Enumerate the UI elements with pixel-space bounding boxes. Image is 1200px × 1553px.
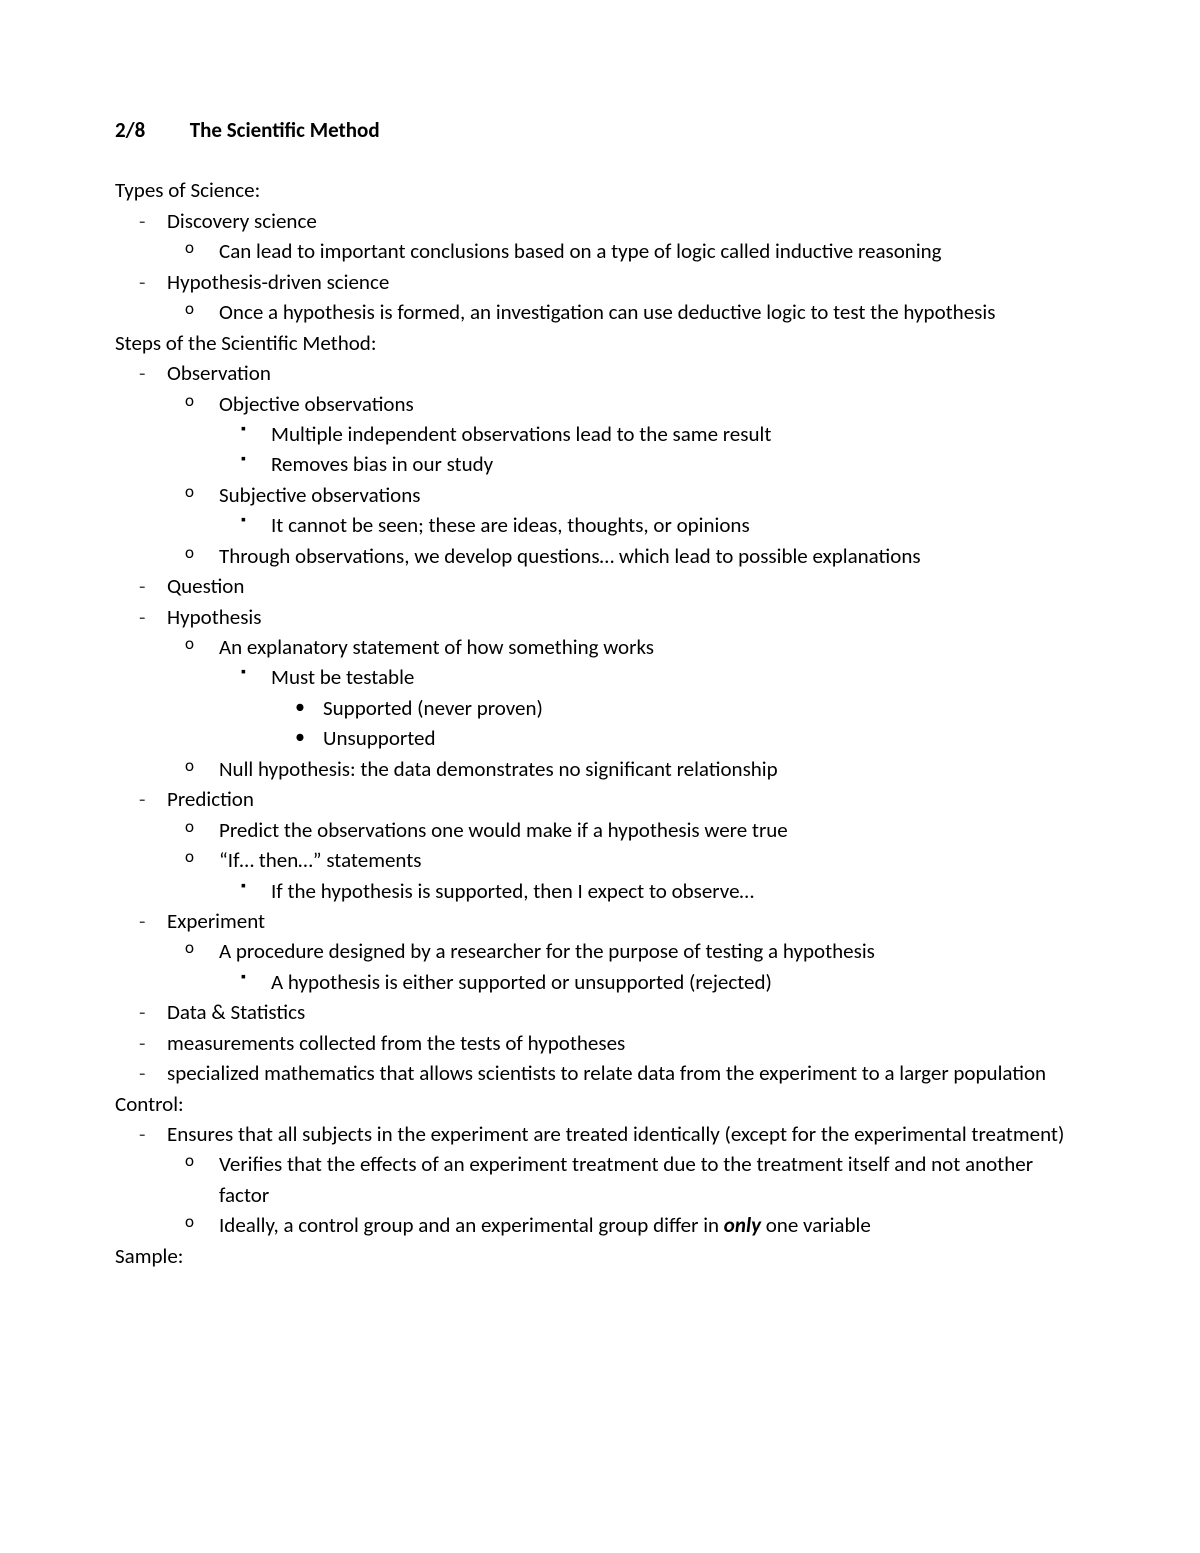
item-label: Experiment [167,908,265,934]
list-item: Ensures that all subjects in the experim… [167,1119,1085,1241]
control-heading: Control: [115,1089,1085,1119]
item-label: Hypothesis-driven science [167,269,389,295]
list-item: It cannot be seen; these are ideas, thou… [271,510,1085,540]
list-item: A procedure designed by a researcher for… [219,936,1085,997]
list-item: Objective observations Multiple independ… [219,389,1085,480]
types-heading: Types of Science: [115,175,1085,205]
item-label: Prediction [167,786,254,812]
list-item: Subjective observations It cannot be see… [219,480,1085,541]
steps-list: Observation Objective observations Multi… [115,358,1085,1089]
list-item: Must be testable Supported (never proven… [271,662,1085,753]
item-label: Hypothesis [167,604,261,630]
item-label: “If… then…” statements [219,847,422,873]
sample-heading: Sample: [115,1241,1085,1271]
list-item: specialized mathematics that allows scie… [167,1058,1085,1088]
text-post: one variable [761,1212,871,1238]
control-list: Ensures that all subjects in the experim… [115,1119,1085,1241]
text-pre: Ideally, a control group and an experime… [219,1212,724,1238]
item-label: Subjective observations [219,482,421,508]
list-item: Prediction Predict the observations one … [167,784,1085,906]
list-item: If the hypothesis is supported, then I e… [271,876,1085,906]
item-label: A procedure designed by a researcher for… [219,938,875,964]
item-label: Discovery science [167,208,317,234]
item-label: Objective observations [219,391,414,417]
list-item: Unsupported [323,723,1085,753]
item-label: Observation [167,360,271,386]
list-item: Multiple independent observations lead t… [271,419,1085,449]
title-date: 2/8 [115,115,185,145]
list-item: Hypothesis An explanatory statement of h… [167,602,1085,785]
list-item: Once a hypothesis is formed, an investig… [219,297,1085,327]
list-item: Discovery science Can lead to important … [167,206,1085,267]
list-item: An explanatory statement of how somethin… [219,632,1085,754]
page-title: 2/8 The Scientific Method [115,115,1085,145]
list-item: measurements collected from the tests of… [167,1028,1085,1058]
list-item: Ideally, a control group and an experime… [219,1210,1085,1240]
list-item: Null hypothesis: the data demonstrates n… [219,754,1085,784]
list-item: Predict the observations one would make … [219,815,1085,845]
list-item: Through observations, we develop questio… [219,541,1085,571]
list-item: Can lead to important conclusions based … [219,236,1085,266]
list-item: Verifies that the effects of an experime… [219,1149,1085,1210]
types-list: Discovery science Can lead to important … [115,206,1085,328]
list-item: Experiment A procedure designed by a res… [167,906,1085,997]
list-item: A hypothesis is either supported or unsu… [271,967,1085,997]
item-label: An explanatory statement of how somethin… [219,634,654,660]
title-text: The Scientific Method [190,117,380,143]
list-item: Observation Objective observations Multi… [167,358,1085,571]
list-item: Hypothesis-driven science Once a hypothe… [167,267,1085,328]
item-label: Ensures that all subjects in the experim… [167,1121,1064,1147]
list-item: Supported (never proven) [323,693,1085,723]
steps-heading: Steps of the Scientific Method: [115,328,1085,358]
text-emphasis: only [724,1212,761,1238]
item-label: Must be testable [271,664,414,690]
list-item: Data & Statistics [167,997,1085,1027]
list-item: Question [167,571,1085,601]
list-item: “If… then…” statements If the hypothesis… [219,845,1085,906]
list-item: Removes bias in our study [271,449,1085,479]
